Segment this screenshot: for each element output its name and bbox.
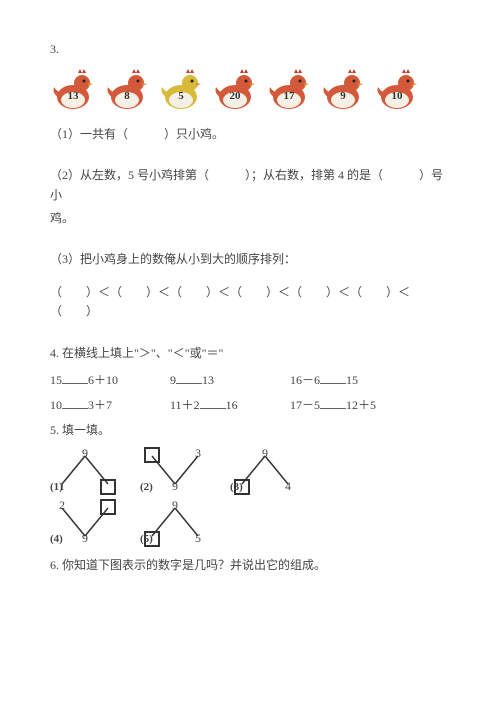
bond-right: 4	[278, 477, 298, 496]
bond-left: 2	[52, 496, 72, 515]
chicken-icon: 17	[266, 67, 312, 111]
fill-box[interactable]	[100, 479, 116, 495]
fill-blank[interactable]	[320, 397, 346, 409]
fill-blank[interactable]	[200, 397, 226, 409]
bond-right	[98, 477, 118, 496]
bond-right: 3	[188, 444, 208, 463]
bond-label: (1)	[50, 479, 63, 497]
number-bond: 9 1 (1)	[50, 446, 120, 494]
compare-item: 156＋10	[50, 371, 170, 390]
q3-sub2a: （2）从左数，5 号小鸡排第（ ）；从右数，排第 4 的是（ ）号小	[50, 166, 450, 204]
q4-rows: 156＋1091316－615 103＋711＋21617－512＋5	[50, 371, 450, 415]
q6-title: 6. 你知道下图表示的数字是几吗？并说出它的组成。	[50, 556, 450, 575]
chicken-icon: 13	[50, 67, 96, 111]
compare-item: 17－512＋5	[290, 396, 410, 415]
fill-box[interactable]	[100, 499, 116, 515]
q4-row: 156＋1091316－615	[50, 371, 450, 390]
chicken-number: 5	[171, 88, 191, 106]
bond-left	[142, 444, 162, 463]
q5-title: 5. 填一填。	[50, 421, 450, 440]
compare-item: 103＋7	[50, 396, 170, 415]
bond-top: 9	[230, 444, 300, 463]
chicken-icon: 5	[158, 67, 204, 111]
chicken-icon: 8	[104, 67, 150, 111]
fill-blank[interactable]	[176, 372, 202, 384]
number-bond: 2 9 (4)	[50, 498, 120, 546]
bond-label: (2)	[140, 479, 153, 497]
compare-item: 913	[170, 371, 290, 390]
q3-number: 3.	[50, 40, 450, 59]
compare-item: 11＋216	[170, 396, 290, 415]
bond-right: 5	[188, 529, 208, 548]
bond-top: 9	[50, 444, 120, 463]
number-bond: 3 9 (2)	[140, 446, 210, 494]
q3-ordering: （ ）＜（ ）＜（ ）＜（ ）＜（ ）＜（ ）＜（ ）	[50, 283, 450, 321]
chicken-icon: 20	[212, 67, 258, 111]
bond-label: (4)	[50, 531, 63, 549]
number-bond: 9 5 (5)	[140, 498, 210, 546]
chicken-number: 17	[279, 88, 299, 106]
chicken-icon: 9	[320, 67, 366, 111]
q3-sub3: （3）把小鸡身上的数俺从小到大的顺序排列：	[50, 250, 450, 269]
chicken-number: 8	[117, 88, 137, 106]
number-bond: 9 4 (3)	[230, 446, 300, 494]
chicken-icon: 10	[374, 67, 420, 111]
bond-label: (3)	[230, 479, 243, 497]
q5-row1: 9 1 (1) 3 9 (2) 9 4 (3)	[50, 446, 450, 494]
bond-label: (5)	[140, 531, 153, 549]
fill-box[interactable]	[144, 447, 160, 463]
q4-row: 103＋711＋21617－512＋5	[50, 396, 450, 415]
chicken-row: 13 8 5 20	[50, 67, 450, 111]
fill-blank[interactable]	[62, 372, 88, 384]
bond-top: 9	[140, 496, 210, 515]
bond-right	[98, 496, 118, 515]
chicken-number: 13	[63, 88, 83, 106]
fill-blank[interactable]	[320, 372, 346, 384]
chicken-number: 9	[333, 88, 353, 106]
q3-sub2b: 鸡。	[50, 209, 450, 228]
chicken-number: 20	[225, 88, 245, 106]
fill-blank[interactable]	[62, 397, 88, 409]
q3-sub1: （1）一共有（ ）只小鸡。	[50, 125, 450, 144]
chicken-number: 10	[387, 88, 407, 106]
q4-title: 4. 在横线上填上"＞"、"＜"或"＝"	[50, 344, 450, 363]
compare-item: 16－615	[290, 371, 410, 390]
q5-row2: 2 9 (4) 9 5 (5)	[50, 498, 450, 546]
